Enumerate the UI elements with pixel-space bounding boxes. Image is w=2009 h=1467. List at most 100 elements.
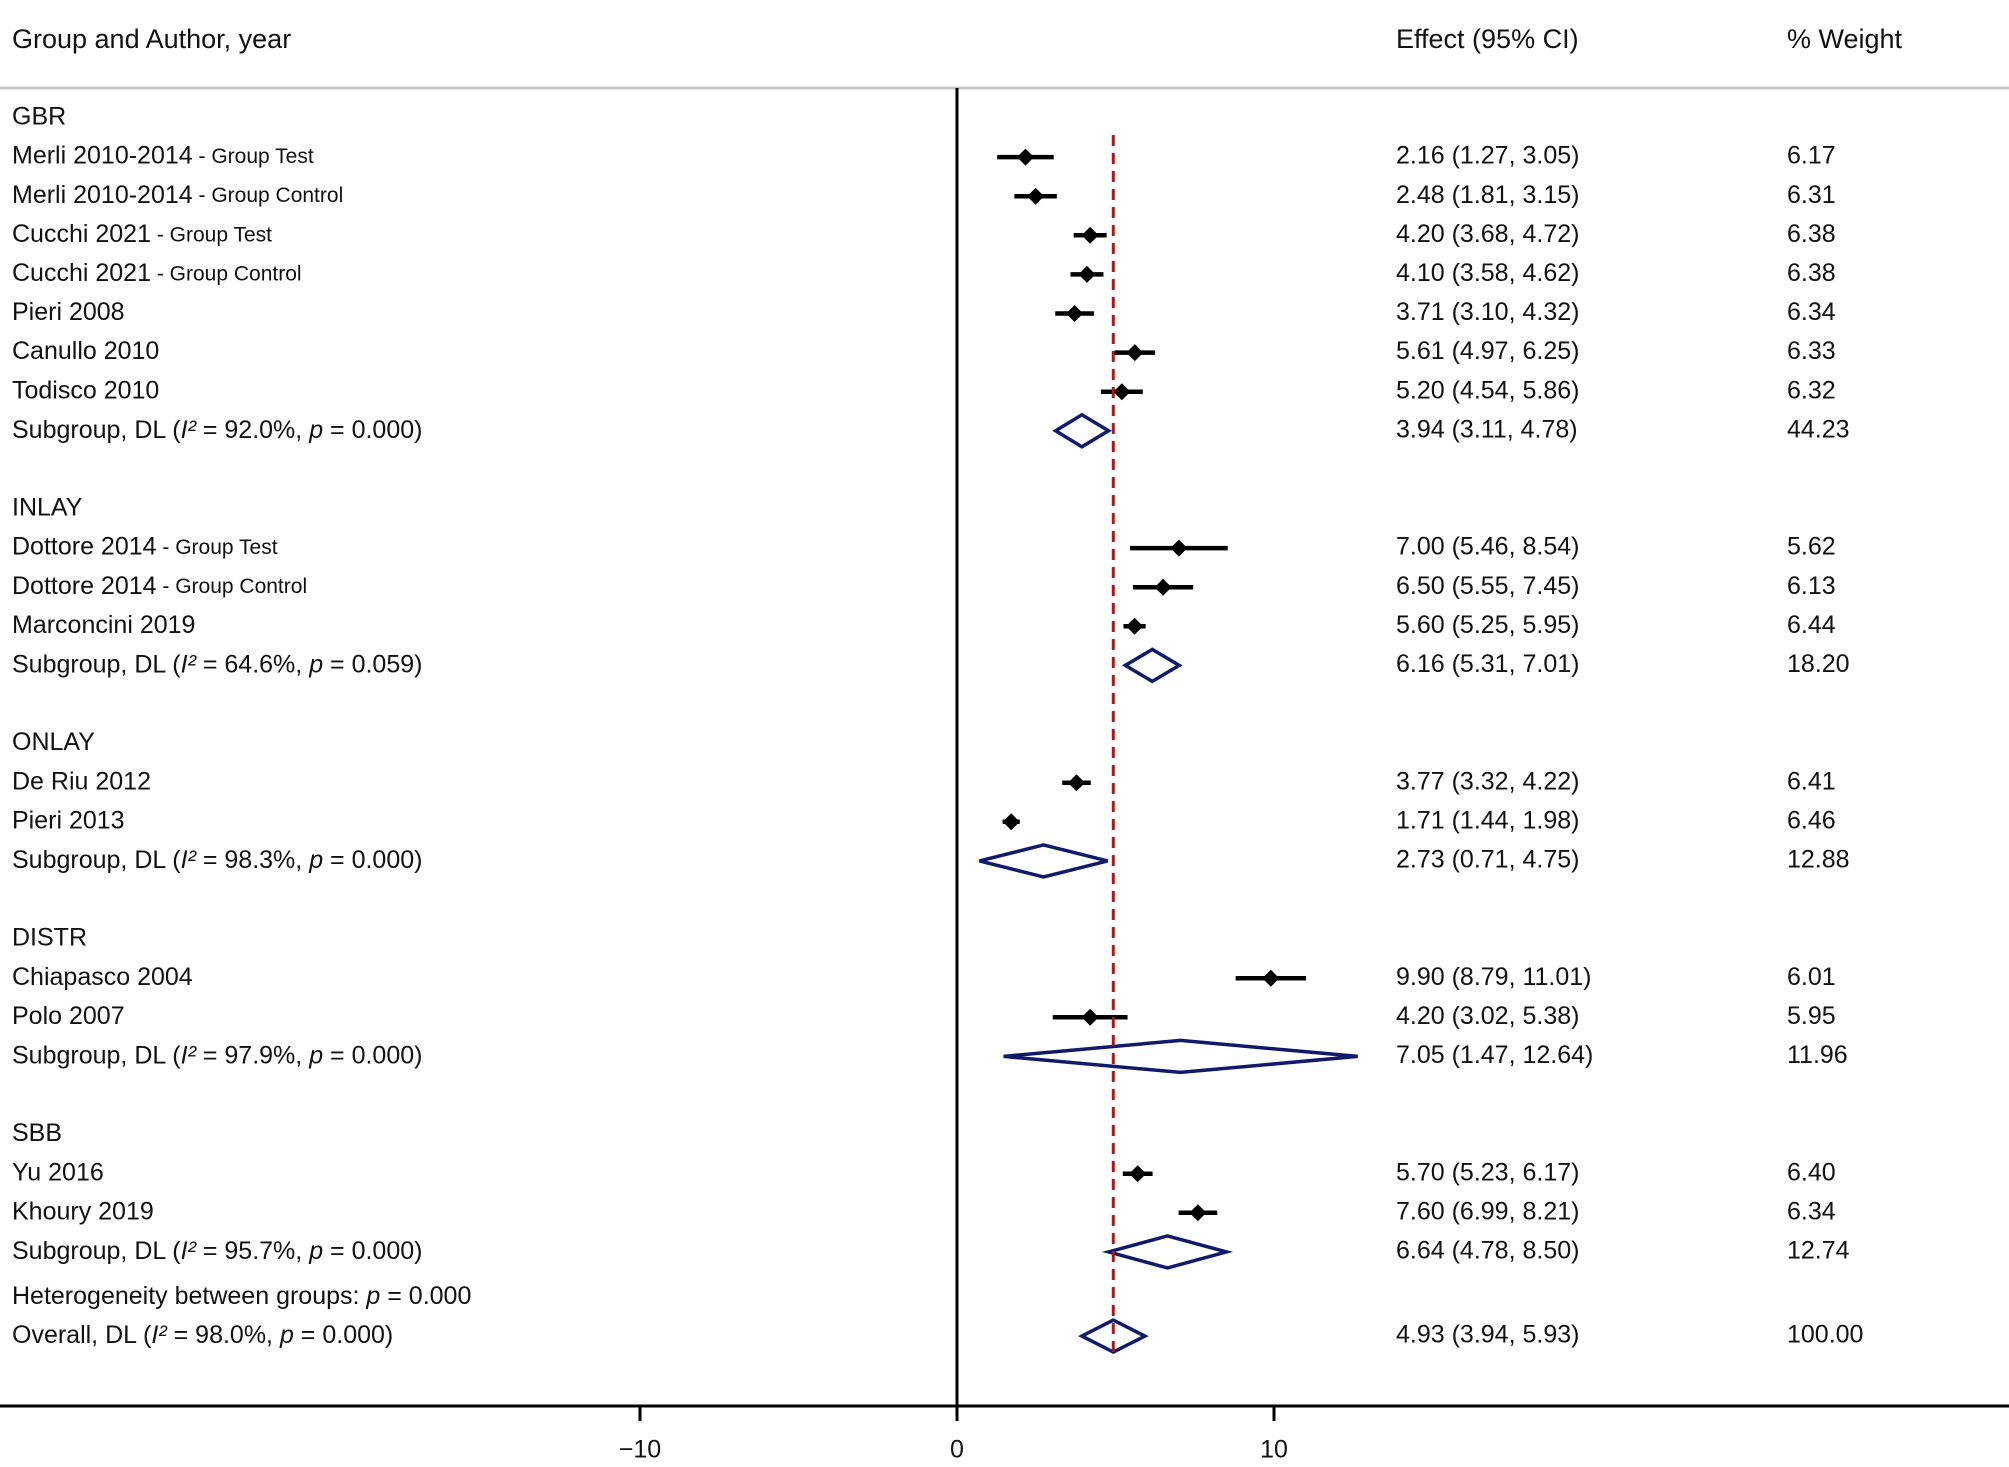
- weight-value: 6.38: [1787, 259, 1836, 287]
- subgroup-diamond: [979, 843, 1108, 879]
- group-heading: INLAY: [12, 494, 83, 522]
- study-label: Yu 2016: [12, 1158, 104, 1186]
- study-label: Todisco 2010: [12, 376, 159, 404]
- subgroup-label: Subgroup, DL (I² = 64.6%, p = 0.059): [12, 650, 422, 678]
- study-label: Pieri 2008: [12, 298, 125, 326]
- header-effect: Effect (95% CI): [1396, 24, 1579, 54]
- point-estimate-marker: [1113, 383, 1131, 401]
- effect-value: 4.20 (3.68, 4.72): [1396, 220, 1579, 248]
- study-label: Dottore 2014 - Group Control: [12, 572, 307, 600]
- weight-value: 6.38: [1787, 220, 1836, 248]
- point-estimate-marker: [1066, 305, 1084, 322]
- x-tick-label: −10: [619, 1436, 661, 1464]
- effect-value: 4.20 (3.02, 5.38): [1396, 1002, 1579, 1030]
- weight-value: 6.01: [1787, 963, 1836, 991]
- effect-value: 2.48 (1.81, 3.15): [1396, 181, 1579, 209]
- weight-value: 6.34: [1787, 298, 1836, 326]
- subgroup-effect-value: 2.73 (0.71, 4.75): [1396, 846, 1579, 874]
- study-label: De Riu 2012: [12, 767, 151, 795]
- subgroup-effect-value: 3.94 (3.11, 4.78): [1396, 415, 1578, 443]
- point-estimate-marker: [1002, 813, 1020, 831]
- effect-value: 6.50 (5.55, 7.45): [1396, 572, 1579, 600]
- point-estimate-marker: [1126, 617, 1144, 635]
- effect-value: 3.77 (3.32, 4.22): [1396, 767, 1579, 795]
- overall-label: Overall, DL (I² = 98.0%, p = 0.000): [12, 1321, 393, 1349]
- study-label: Pieri 2013: [12, 806, 125, 834]
- study-label: Canullo 2010: [12, 337, 159, 365]
- effect-value: 5.60 (5.25, 5.95): [1396, 611, 1579, 639]
- study-label: Merli 2010-2014 - Group Control: [12, 181, 343, 209]
- point-estimate-marker: [1170, 539, 1188, 557]
- subgroup-diamond: [1121, 647, 1183, 684]
- study-label: Khoury 2019: [12, 1197, 154, 1225]
- overall-weight-value: 100.00: [1787, 1321, 1863, 1349]
- study-label: Merli 2010-2014 - Group Test: [12, 142, 314, 170]
- study-label: Cucchi 2021 - Group Control: [12, 259, 302, 287]
- subgroup-effect-value: 7.05 (1.47, 12.64): [1396, 1041, 1593, 1069]
- header-study: Group and Author, year: [12, 24, 291, 54]
- header-weight: % Weight: [1787, 24, 1903, 54]
- study-label: Chiapasco 2004: [12, 963, 193, 991]
- point-estimate-marker: [1016, 148, 1034, 166]
- subgroup-label: Subgroup, DL (I² = 97.9%, p = 0.000): [12, 1041, 422, 1069]
- subgroup-effect-value: 6.16 (5.31, 7.01): [1396, 650, 1579, 678]
- effect-value: 1.71 (1.44, 1.98): [1396, 806, 1579, 834]
- weight-value: 6.34: [1787, 1197, 1836, 1225]
- weight-value: 6.44: [1787, 611, 1836, 639]
- point-estimate-marker: [1081, 226, 1099, 244]
- heterogeneity-label: Heterogeneity between groups: p = 0.000: [12, 1282, 471, 1310]
- point-estimate-marker: [1078, 265, 1096, 283]
- subgroup-weight-value: 12.74: [1787, 1237, 1850, 1265]
- group-heading: GBR: [12, 103, 66, 131]
- subgroup-diamond: [1052, 412, 1112, 449]
- subgroup-weight-value: 12.88: [1787, 846, 1850, 874]
- weight-value: 6.40: [1787, 1158, 1836, 1186]
- weight-value: 6.41: [1787, 767, 1836, 795]
- effect-value: 5.61 (4.97, 6.25): [1396, 337, 1579, 365]
- subgroup-label: Subgroup, DL (I² = 98.3%, p = 0.000): [12, 846, 422, 874]
- effect-value: 5.70 (5.23, 6.17): [1396, 1158, 1579, 1186]
- weight-value: 6.31: [1787, 181, 1836, 209]
- effect-value: 9.90 (8.79, 11.01): [1396, 963, 1592, 991]
- group-heading: SBB: [12, 1119, 62, 1147]
- overall-effect-value: 4.93 (3.94, 5.93): [1396, 1321, 1579, 1349]
- study-label: Polo 2007: [12, 1002, 125, 1030]
- point-estimate-marker: [1129, 1165, 1147, 1183]
- x-tick-label: 10: [1260, 1436, 1288, 1464]
- subgroup-diamond: [1101, 1234, 1234, 1270]
- effect-value: 7.60 (6.99, 8.21): [1396, 1197, 1579, 1225]
- point-estimate-marker: [1189, 1204, 1207, 1222]
- subgroup-weight-value: 44.23: [1787, 415, 1850, 443]
- study-label: Marconcini 2019: [12, 611, 195, 639]
- subgroup-effect-value: 6.64 (4.78, 8.50): [1396, 1237, 1579, 1265]
- weight-value: 6.32: [1787, 376, 1836, 404]
- point-estimate-marker: [1068, 774, 1086, 792]
- subgroup-diamond: [1003, 1038, 1358, 1075]
- study-label: Dottore 2014 - Group Test: [12, 533, 278, 561]
- weight-value: 6.17: [1787, 142, 1836, 170]
- subgroup-label: Subgroup, DL (I² = 92.0%, p = 0.000): [12, 415, 422, 443]
- study-label: Cucchi 2021 - Group Test: [12, 220, 272, 248]
- effect-value: 4.10 (3.58, 4.62): [1396, 259, 1579, 287]
- weight-value: 6.13: [1787, 572, 1836, 600]
- weight-value: 5.95: [1787, 1002, 1836, 1030]
- effect-value: 2.16 (1.27, 3.05): [1396, 142, 1579, 170]
- point-estimate-marker: [1081, 1008, 1099, 1026]
- effect-value: 7.00 (5.46, 8.54): [1396, 533, 1579, 561]
- x-tick-label: 0: [950, 1436, 964, 1464]
- overall-diamond: [1078, 1318, 1149, 1355]
- point-estimate-marker: [1262, 969, 1280, 987]
- subgroup-weight-value: 18.20: [1787, 650, 1850, 678]
- group-heading: DISTR: [12, 924, 87, 952]
- point-estimate-marker: [1154, 578, 1172, 596]
- point-estimate-marker: [1126, 344, 1144, 362]
- effect-value: 3.71 (3.10, 4.32): [1396, 298, 1579, 326]
- effect-value: 5.20 (4.54, 5.86): [1396, 376, 1579, 404]
- weight-value: 6.33: [1787, 337, 1836, 365]
- subgroup-label: Subgroup, DL (I² = 95.7%, p = 0.000): [12, 1237, 422, 1265]
- point-estimate-marker: [1027, 187, 1045, 205]
- weight-value: 6.46: [1787, 806, 1836, 834]
- subgroup-weight-value: 11.96: [1787, 1041, 1848, 1069]
- weight-value: 5.62: [1787, 533, 1836, 561]
